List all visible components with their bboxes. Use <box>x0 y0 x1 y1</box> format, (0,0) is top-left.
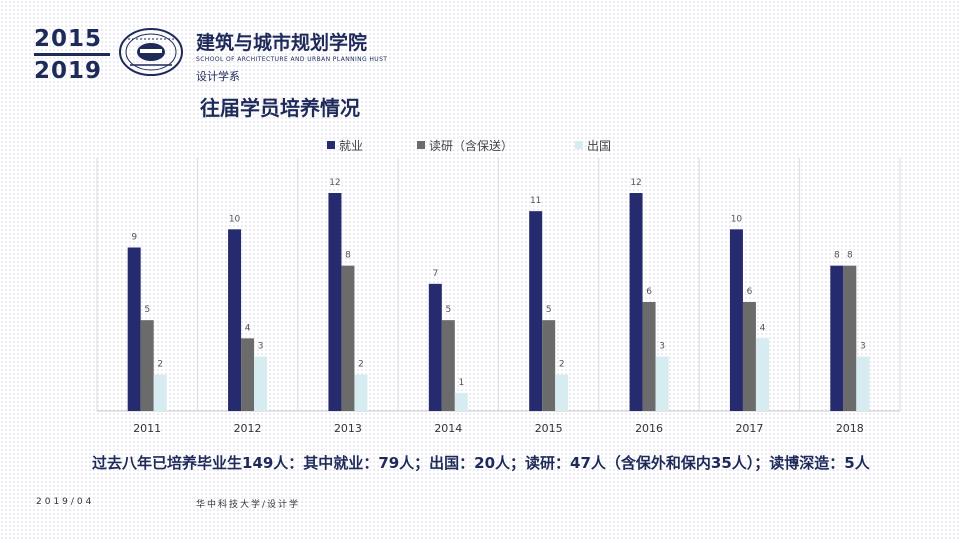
bar-2014-series-1 <box>441 320 455 411</box>
data-label-2012-series-0: 10 <box>229 214 241 224</box>
bar-2012-series-1 <box>241 338 255 411</box>
legend-label-0: 就业 <box>339 139 363 153</box>
school-name-en: SCHOOL OF ARCHITECTURE AND URBAN PLANNIN… <box>196 56 388 63</box>
chart-legend: 就业 读研（含保送） 出国 <box>327 138 611 153</box>
bar-2018-series-0 <box>830 265 844 411</box>
data-label-2014-series-0: 7 <box>432 269 438 279</box>
x-tick-2014: 2014 <box>434 422 462 435</box>
data-label-2011-series-2: 2 <box>157 360 163 370</box>
footer-school: 华中科技大学/设计学 <box>196 500 301 510</box>
x-tick-2018: 2018 <box>836 422 864 435</box>
data-label-2014-series-2: 1 <box>458 378 464 388</box>
bar-2011-series-0 <box>127 247 141 411</box>
bar-2015-series-2 <box>555 374 569 411</box>
school-name-cn: 建筑与城市规划学院 <box>196 32 368 54</box>
data-label-2012-series-1: 4 <box>245 323 251 333</box>
data-label-2015-series-0: 11 <box>530 196 541 206</box>
year-end: 2019 <box>34 58 103 84</box>
x-tick-2013: 2013 <box>334 422 362 435</box>
bar-2014-series-0 <box>428 283 442 411</box>
chart-gridlines <box>96 158 901 412</box>
bar-2015-series-0 <box>529 211 543 411</box>
data-label-2018-series-1: 8 <box>847 251 853 261</box>
bar-2018-series-2 <box>856 356 870 411</box>
bar-2014-series-2 <box>454 392 468 411</box>
bar-2012-series-0 <box>228 229 242 411</box>
bar-2011-series-2 <box>153 374 167 411</box>
x-tick-2017: 2017 <box>735 422 763 435</box>
university-seal-icon <box>118 27 184 77</box>
footer-date: 2019/04 <box>36 497 95 507</box>
data-label-2016-series-1: 6 <box>646 287 652 297</box>
bar-2013-series-2 <box>354 374 368 411</box>
data-label-2018-series-0: 8 <box>834 251 840 261</box>
x-tick-2015: 2015 <box>535 422 563 435</box>
bar-2015-series-1 <box>542 320 556 411</box>
bar-2017-series-2 <box>755 338 769 411</box>
chart-bars <box>127 193 870 411</box>
data-label-2018-series-2: 3 <box>860 342 866 352</box>
bar-2013-series-0 <box>328 193 342 411</box>
data-label-2013-series-2: 2 <box>358 360 364 370</box>
bar-2017-series-0 <box>729 229 743 411</box>
bar-2011-series-1 <box>140 320 154 411</box>
x-tick-2012: 2012 <box>234 422 262 435</box>
summary-text: 过去八年已培养毕业生149人：其中就业：79人；出国：20人；读研：47人（含保… <box>92 454 870 472</box>
data-label-2015-series-1: 5 <box>546 305 552 315</box>
x-tick-2016: 2016 <box>635 422 663 435</box>
data-label-2011-series-1: 5 <box>144 305 150 315</box>
bar-2018-series-1 <box>843 265 857 411</box>
bar-2017-series-1 <box>742 302 756 411</box>
legend-swatch-1 <box>417 141 425 149</box>
bar-2012-series-2 <box>254 356 268 411</box>
data-label-2017-series-1: 6 <box>747 287 753 297</box>
data-label-2016-series-2: 3 <box>659 342 665 352</box>
data-label-2013-series-1: 8 <box>345 251 351 261</box>
year-divider <box>34 53 110 56</box>
page-title: 往届学员培养情况 <box>200 96 360 120</box>
data-label-2013-series-0: 12 <box>329 178 340 188</box>
bar-2013-series-1 <box>341 265 355 411</box>
data-label-2015-series-2: 2 <box>559 360 565 370</box>
legend-swatch-2 <box>575 141 583 149</box>
data-label-2017-series-0: 10 <box>731 214 743 224</box>
data-label-2011-series-0: 9 <box>131 233 137 243</box>
year-start: 2015 <box>34 26 103 52</box>
legend-label-1: 读研（含保送） <box>429 138 513 153</box>
data-label-2014-series-1: 5 <box>445 305 451 315</box>
year-range: 2015 2019 <box>34 26 110 84</box>
department-name: 设计学系 <box>196 70 240 83</box>
data-label-2012-series-2: 3 <box>258 342 264 352</box>
school-header: 建筑与城市规划学院 SCHOOL OF ARCHITECTURE AND URB… <box>196 28 387 84</box>
chart-x-ticks: 2011 2012 2013 2014 2015 2016 2017 2018 <box>133 422 864 435</box>
bar-2016-series-1 <box>642 302 656 411</box>
bar-2016-series-0 <box>629 193 643 411</box>
legend-swatch-0 <box>327 141 335 149</box>
legend-label-2: 出国 <box>587 139 611 153</box>
data-label-2016-series-0: 12 <box>630 178 641 188</box>
bar-2016-series-2 <box>655 356 669 411</box>
data-label-2017-series-2: 4 <box>760 323 766 333</box>
x-tick-2011: 2011 <box>133 422 161 435</box>
